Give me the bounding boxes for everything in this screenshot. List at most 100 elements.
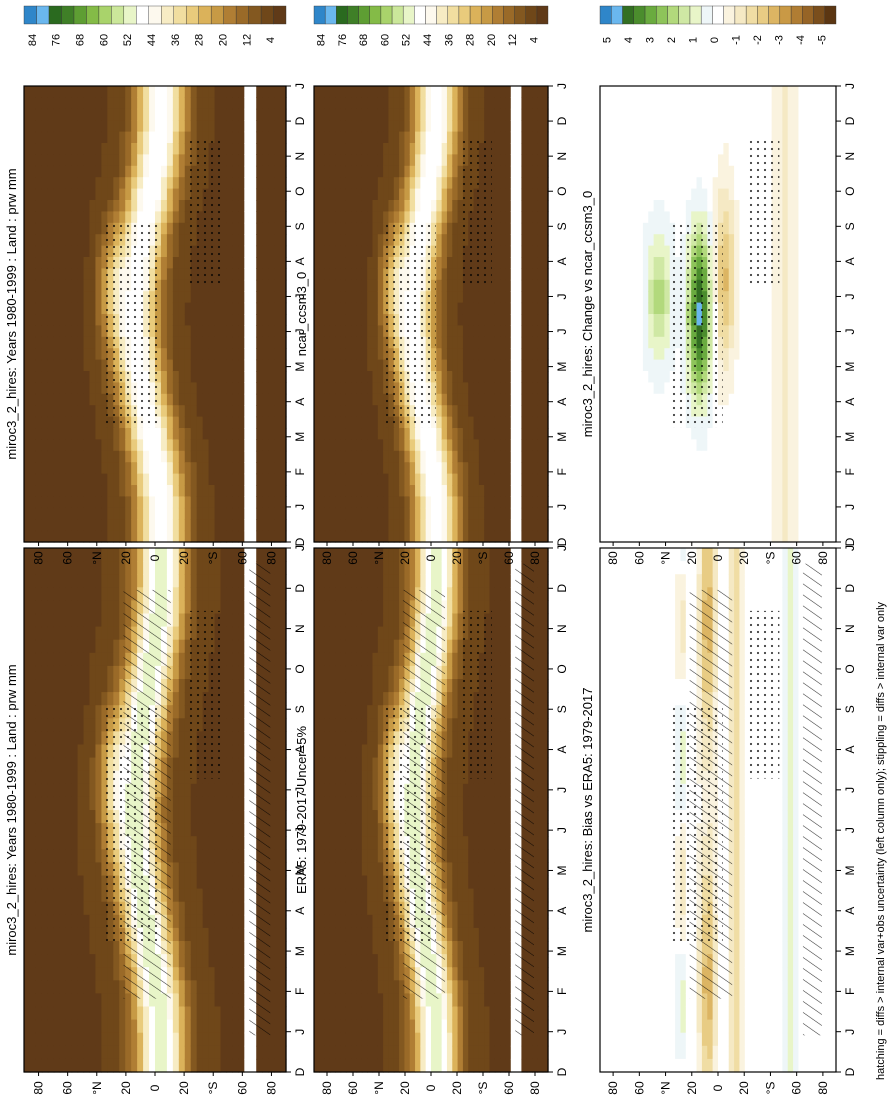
- heatmap-cell: [268, 371, 275, 383]
- heatmap-cell: [452, 652, 459, 667]
- heatmap-cell: [226, 268, 233, 281]
- heatmap-cell: [59, 836, 67, 850]
- heatmap-cell: [232, 954, 239, 968]
- heatmap-cell: [41, 268, 49, 281]
- heatmap-cell: [361, 639, 368, 654]
- heatmap-cell: [190, 393, 198, 406]
- heatmap-cell: [166, 291, 174, 304]
- heatmap-cell: [24, 836, 31, 850]
- heatmap-cell: [268, 692, 275, 706]
- heatmap-cell: [196, 428, 204, 440]
- heatmap-cell: [393, 574, 400, 588]
- heatmap-cell: [268, 875, 275, 890]
- heatmap-cell: [377, 901, 384, 916]
- heatmap-cell: [319, 613, 326, 628]
- heatmap-cell: [335, 796, 342, 811]
- heatmap-cell: [468, 836, 475, 850]
- heatmap-cell: [462, 810, 469, 824]
- heatmap-cell: [59, 222, 67, 235]
- heatmap-cell: [361, 705, 368, 719]
- heatmap-cell: [250, 1045, 257, 1060]
- heatmap-cell: [89, 770, 97, 785]
- heatmap-cell: [274, 652, 281, 667]
- heatmap-cell: [119, 1019, 126, 1034]
- heatmap-cell: [202, 954, 210, 968]
- heatmap-cell: [29, 718, 37, 732]
- heatmap-cell: [53, 257, 61, 269]
- heatmap-cell: [190, 1006, 198, 1021]
- heatmap-cell: [184, 291, 192, 304]
- heatmap-cell: [452, 888, 459, 903]
- heatmap-cell: [457, 941, 464, 955]
- heatmap-cell: [377, 823, 384, 837]
- heatmap-cell: [41, 652, 49, 667]
- heatmap-cell: [314, 927, 320, 942]
- heatmap-cell: [238, 257, 245, 269]
- colorbar-label: 28: [194, 34, 206, 46]
- heatmap-cell: [220, 462, 228, 475]
- heatmap-cell: [202, 914, 210, 929]
- heatmap-cell: [351, 1058, 358, 1073]
- heatmap-cell: [351, 875, 358, 890]
- heatmap-cell: [274, 954, 281, 968]
- heatmap-cell: [388, 954, 395, 968]
- heatmap-cell: [113, 993, 120, 1008]
- heatmap-cell: [244, 548, 251, 562]
- heatmap-cell: [29, 222, 37, 235]
- heatmap-cell: [83, 462, 91, 475]
- heatmap-cell: [184, 519, 192, 532]
- heatmap-cell: [95, 450, 102, 463]
- heatmap-cell: [274, 530, 281, 543]
- heatmap-cell: [160, 97, 168, 110]
- heatmap-cell: [457, 1058, 464, 1073]
- heatmap-cell: [262, 211, 269, 224]
- heatmap-cell: [71, 450, 79, 463]
- heatmap-cell: [77, 405, 85, 418]
- heatmap-cell: [452, 639, 459, 654]
- heatmap-cell: [446, 705, 453, 719]
- heatmap-cell: [178, 927, 186, 942]
- heatmap-cell: [372, 574, 379, 588]
- colorbar-swatch: [148, 5, 162, 25]
- heatmap-cell: [232, 507, 239, 520]
- heatmap-cell: [208, 862, 216, 877]
- heatmap-cell: [53, 302, 61, 315]
- heatmap-cell: [244, 665, 251, 680]
- heatmap-cell: [24, 652, 31, 667]
- heatmap-cell: [280, 744, 287, 759]
- heatmap-cell: [59, 279, 67, 292]
- heatmap-cell: [172, 519, 180, 532]
- heatmap-cell: [149, 561, 156, 575]
- heatmap-cell: [268, 639, 275, 654]
- heatmap-cell: [35, 796, 43, 811]
- colorbar-label: 60: [98, 34, 110, 46]
- heatmap-cell: [274, 639, 281, 654]
- heatmap-cell: [356, 626, 363, 641]
- heatmap-cell: [274, 705, 281, 719]
- heatmap-cell: [226, 561, 233, 575]
- heatmap-cell: [113, 97, 120, 110]
- heatmap-cell: [324, 613, 331, 628]
- heatmap-cell: [172, 245, 180, 258]
- heatmap-cell: [226, 359, 233, 372]
- heatmap-cell: [340, 875, 347, 890]
- heatmap-cell: [214, 519, 222, 532]
- heatmap-cell: [274, 439, 281, 452]
- heatmap-cell: [24, 165, 31, 178]
- heatmap-cell: [202, 836, 210, 850]
- heatmap-cell: [244, 783, 251, 798]
- heatmap-cell: [324, 901, 331, 916]
- heatmap-cell: [172, 744, 180, 759]
- heatmap-cell: [35, 268, 43, 281]
- heatmap-cell: [190, 941, 198, 955]
- heatmap-cell: [202, 823, 210, 837]
- heatmap-cell: [238, 862, 245, 877]
- heatmap-cell: [196, 914, 204, 929]
- heatmap-cell: [220, 120, 228, 133]
- heatmap-cell: [383, 954, 390, 968]
- heatmap-cell: [367, 1045, 374, 1060]
- heatmap-cell: [172, 336, 180, 349]
- heatmap-cell: [172, 954, 180, 968]
- heatmap-cell: [446, 888, 453, 903]
